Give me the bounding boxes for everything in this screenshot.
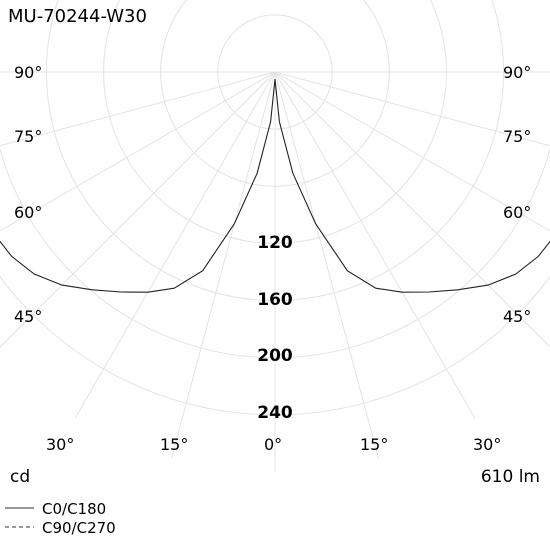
series-curve-c0-c180: [0, 79, 550, 293]
grid-spoke-right-45: [274, 71, 550, 348]
ring-label-160: 160: [257, 290, 293, 310]
flux-label: 610 lm: [481, 467, 540, 487]
polar-grid: [0, 0, 550, 472]
intensity-curves: [0, 79, 550, 293]
grid-spoke-right-75: [274, 71, 550, 147]
grid-spoke-left-30: [74, 71, 276, 419]
angle-label-right-60: 60°: [503, 203, 531, 222]
angle-label-right-30: 30°: [473, 435, 501, 454]
chart-title: MU-70244-W30: [8, 6, 147, 27]
angle-label-left-90: 90°: [14, 63, 42, 82]
angle-label-right-45: 45°: [503, 307, 531, 326]
ring-label-120: 120: [257, 233, 293, 253]
angle-label-bottom-0: 0°: [264, 435, 282, 454]
angle-label-left-30: 30°: [46, 435, 74, 454]
grid-spoke-left-60: [0, 71, 276, 232]
ring-label-200: 200: [257, 346, 293, 366]
grid-spoke-left-15: [170, 71, 276, 459]
angle-label-left-60: 60°: [14, 203, 42, 222]
angle-label-right-15: 15°: [360, 435, 388, 454]
grid-spoke-right-60: [274, 71, 550, 232]
legend-label-c0-c180: C0/C180: [42, 500, 106, 518]
grid-spoke-right-15: [274, 71, 380, 459]
grid-spoke-right-30: [274, 71, 476, 419]
grid-spoke-left-45: [0, 71, 276, 348]
unit-label: cd: [10, 467, 30, 487]
angle-label-left-15: 15°: [160, 435, 188, 454]
legend: C0/C180 C90/C270: [5, 500, 116, 537]
angle-label-right-90: 90°: [503, 63, 531, 82]
angle-label-left-45: 45°: [14, 307, 42, 326]
grid-spoke-left-75: [0, 71, 276, 147]
legend-label-c90-c270: C90/C270: [42, 519, 116, 537]
ring-label-240: 240: [257, 403, 293, 423]
angle-label-left-75: 75°: [14, 127, 42, 146]
angle-label-right-75: 75°: [503, 127, 531, 146]
chart-labels: MU-70244-W30 90° 75° 60° 45° 30° 15° 0° …: [8, 6, 540, 487]
